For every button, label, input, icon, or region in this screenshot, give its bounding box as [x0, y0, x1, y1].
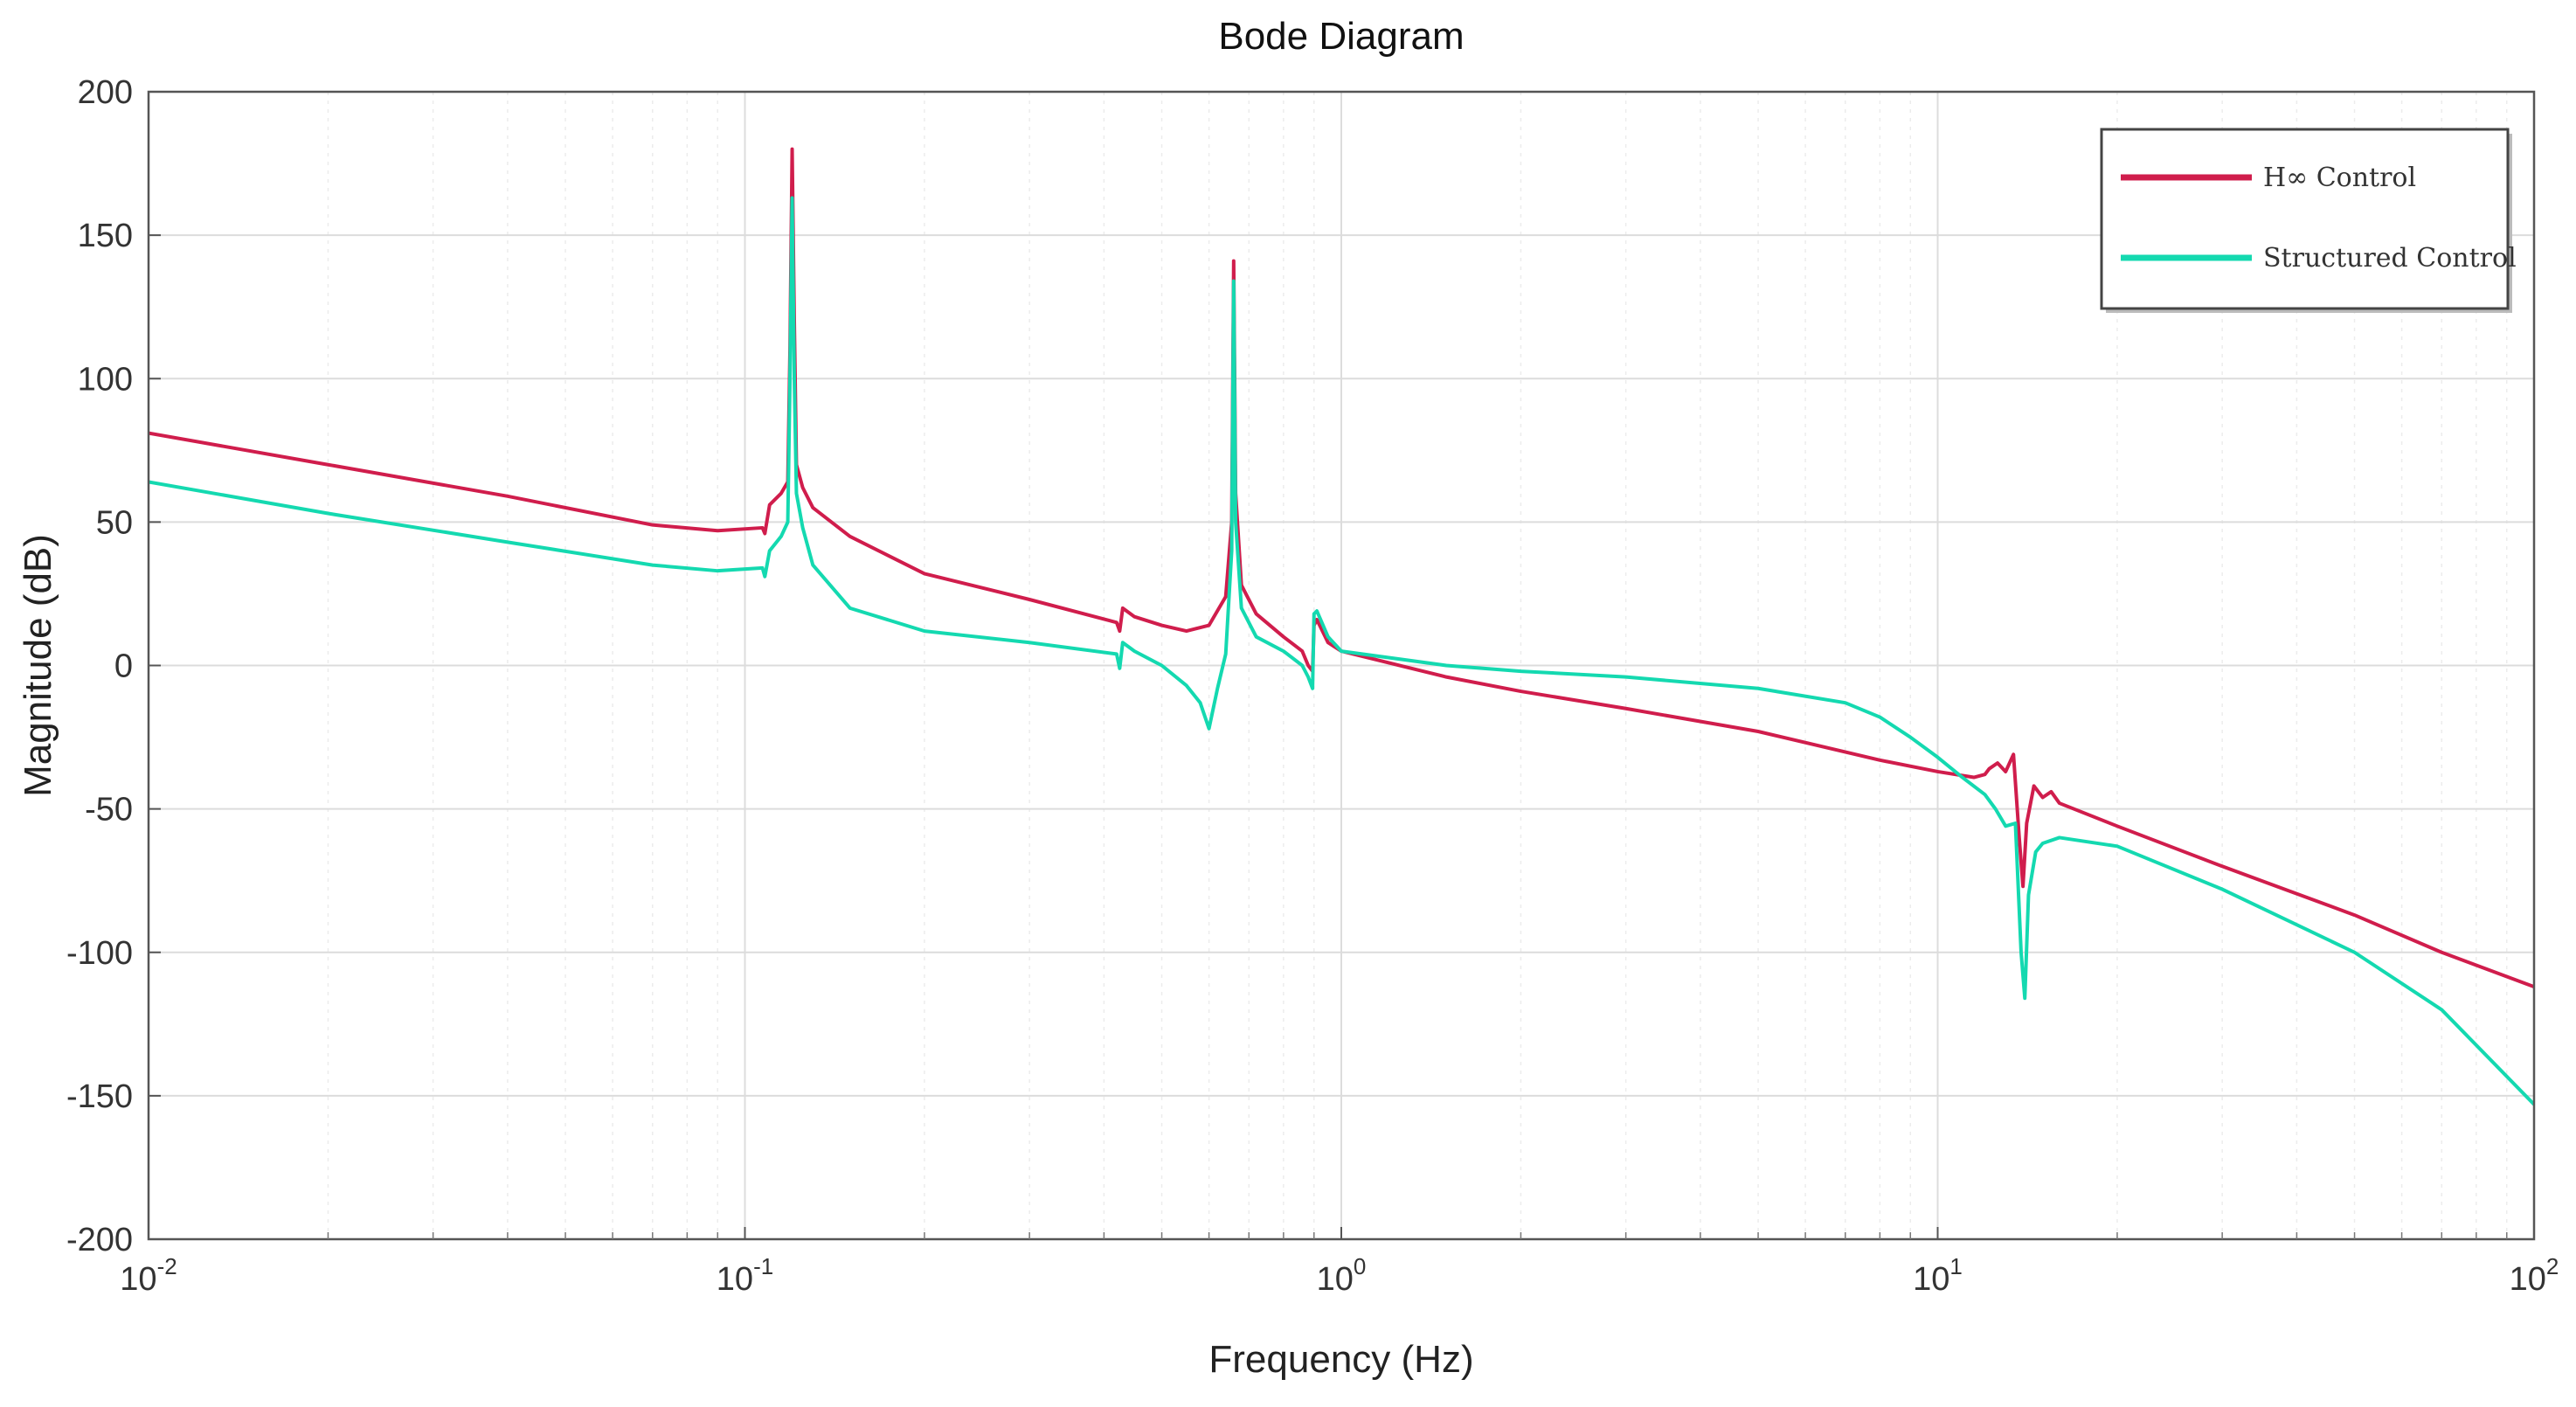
legend-label: H∞ Control	[2263, 163, 2416, 193]
y-tick-label: 200	[78, 74, 133, 111]
y-tick-label: 150	[78, 218, 133, 254]
y-axis-ticks: 200 150 100 50 0 -50 -100 -150 -200	[66, 74, 161, 1258]
y-tick-label: 50	[96, 504, 133, 541]
y-tick-label: -50	[85, 792, 133, 828]
chart-title: Bode Diagram	[1218, 15, 1464, 58]
legend-label: Structured Control	[2263, 243, 2517, 274]
y-tick-label: 0	[114, 648, 133, 685]
x-tick-label: 10-1	[717, 1253, 773, 1298]
y-axis-title: Magnitude (dB)	[17, 534, 59, 797]
x-tick-label: 100	[1317, 1253, 1367, 1298]
series-layer	[149, 147, 2534, 1106]
x-axis-title: Frequency (Hz)	[1208, 1338, 1473, 1381]
legend-box	[2100, 128, 2510, 310]
y-tick-label: 100	[78, 361, 133, 398]
y-tick-label: -150	[66, 1078, 133, 1115]
x-axis-ticks: 10-2 10-1 100 101 102	[120, 1227, 2559, 1298]
y-tick-label: -100	[66, 935, 133, 972]
x-tick-label: 101	[1913, 1253, 1963, 1298]
x-tick-label: 102	[2510, 1253, 2559, 1298]
series-line-structured-control	[149, 196, 2534, 1106]
legend: H∞ Control Structured Control	[2100, 128, 2517, 313]
y-tick-label: -200	[66, 1222, 133, 1258]
x-tick-label: 10-2	[120, 1253, 177, 1298]
